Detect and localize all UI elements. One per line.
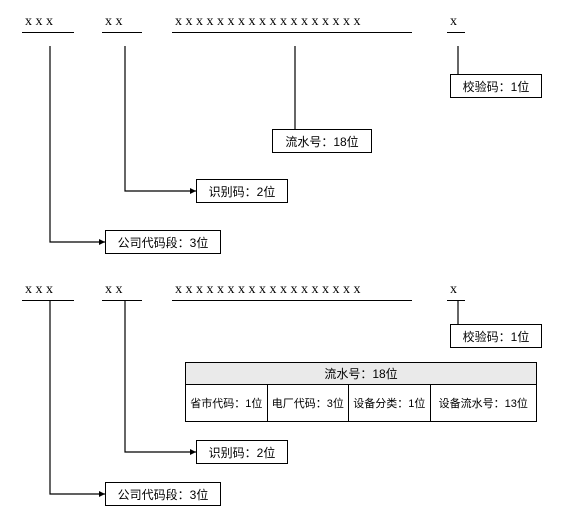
segment-underline-3 — [447, 32, 465, 33]
segment-underline-2 — [172, 32, 412, 33]
table-row: 省市代码：1位电厂代码：3位设备分类：1位设备流水号：13位 — [186, 385, 536, 421]
table-cell: 省市代码：1位 — [186, 385, 268, 421]
segment-placeholder-3: x — [450, 14, 457, 30]
field-box: 公司代码段：3位 — [105, 230, 221, 254]
segment-placeholder-3: x — [450, 282, 457, 298]
serial-breakdown-table: 流水号：18位省市代码：1位电厂代码：3位设备分类：1位设备流水号：13位 — [185, 362, 537, 422]
segment-underline-1 — [102, 32, 142, 33]
table-cell: 设备流水号：13位 — [431, 385, 536, 421]
table-header: 流水号：18位 — [186, 363, 536, 385]
field-box: 识别码：2位 — [196, 179, 288, 203]
segment-placeholder-0: x x x — [25, 282, 53, 298]
segment-underline-0 — [22, 300, 74, 301]
segment-placeholder-2: x x x x x x x x x x x x x x x x x x — [175, 282, 361, 298]
segment-underline-2 — [172, 300, 412, 301]
segment-underline-3 — [447, 300, 465, 301]
field-box: 校验码：1位 — [450, 324, 542, 348]
segment-placeholder-0: x x x — [25, 14, 53, 30]
field-box: 校验码：1位 — [450, 74, 542, 98]
field-box: 公司代码段：3位 — [105, 482, 221, 506]
segment-placeholder-1: x x — [105, 14, 123, 30]
field-box: 识别码：2位 — [196, 440, 288, 464]
segment-underline-0 — [22, 32, 74, 33]
segment-underline-1 — [102, 300, 142, 301]
field-box: 流水号：18位 — [272, 129, 372, 153]
segment-placeholder-1: x x — [105, 282, 123, 298]
segment-placeholder-2: x x x x x x x x x x x x x x x x x x — [175, 14, 361, 30]
table-cell: 电厂代码：3位 — [268, 385, 350, 421]
table-cell: 设备分类：1位 — [349, 385, 431, 421]
